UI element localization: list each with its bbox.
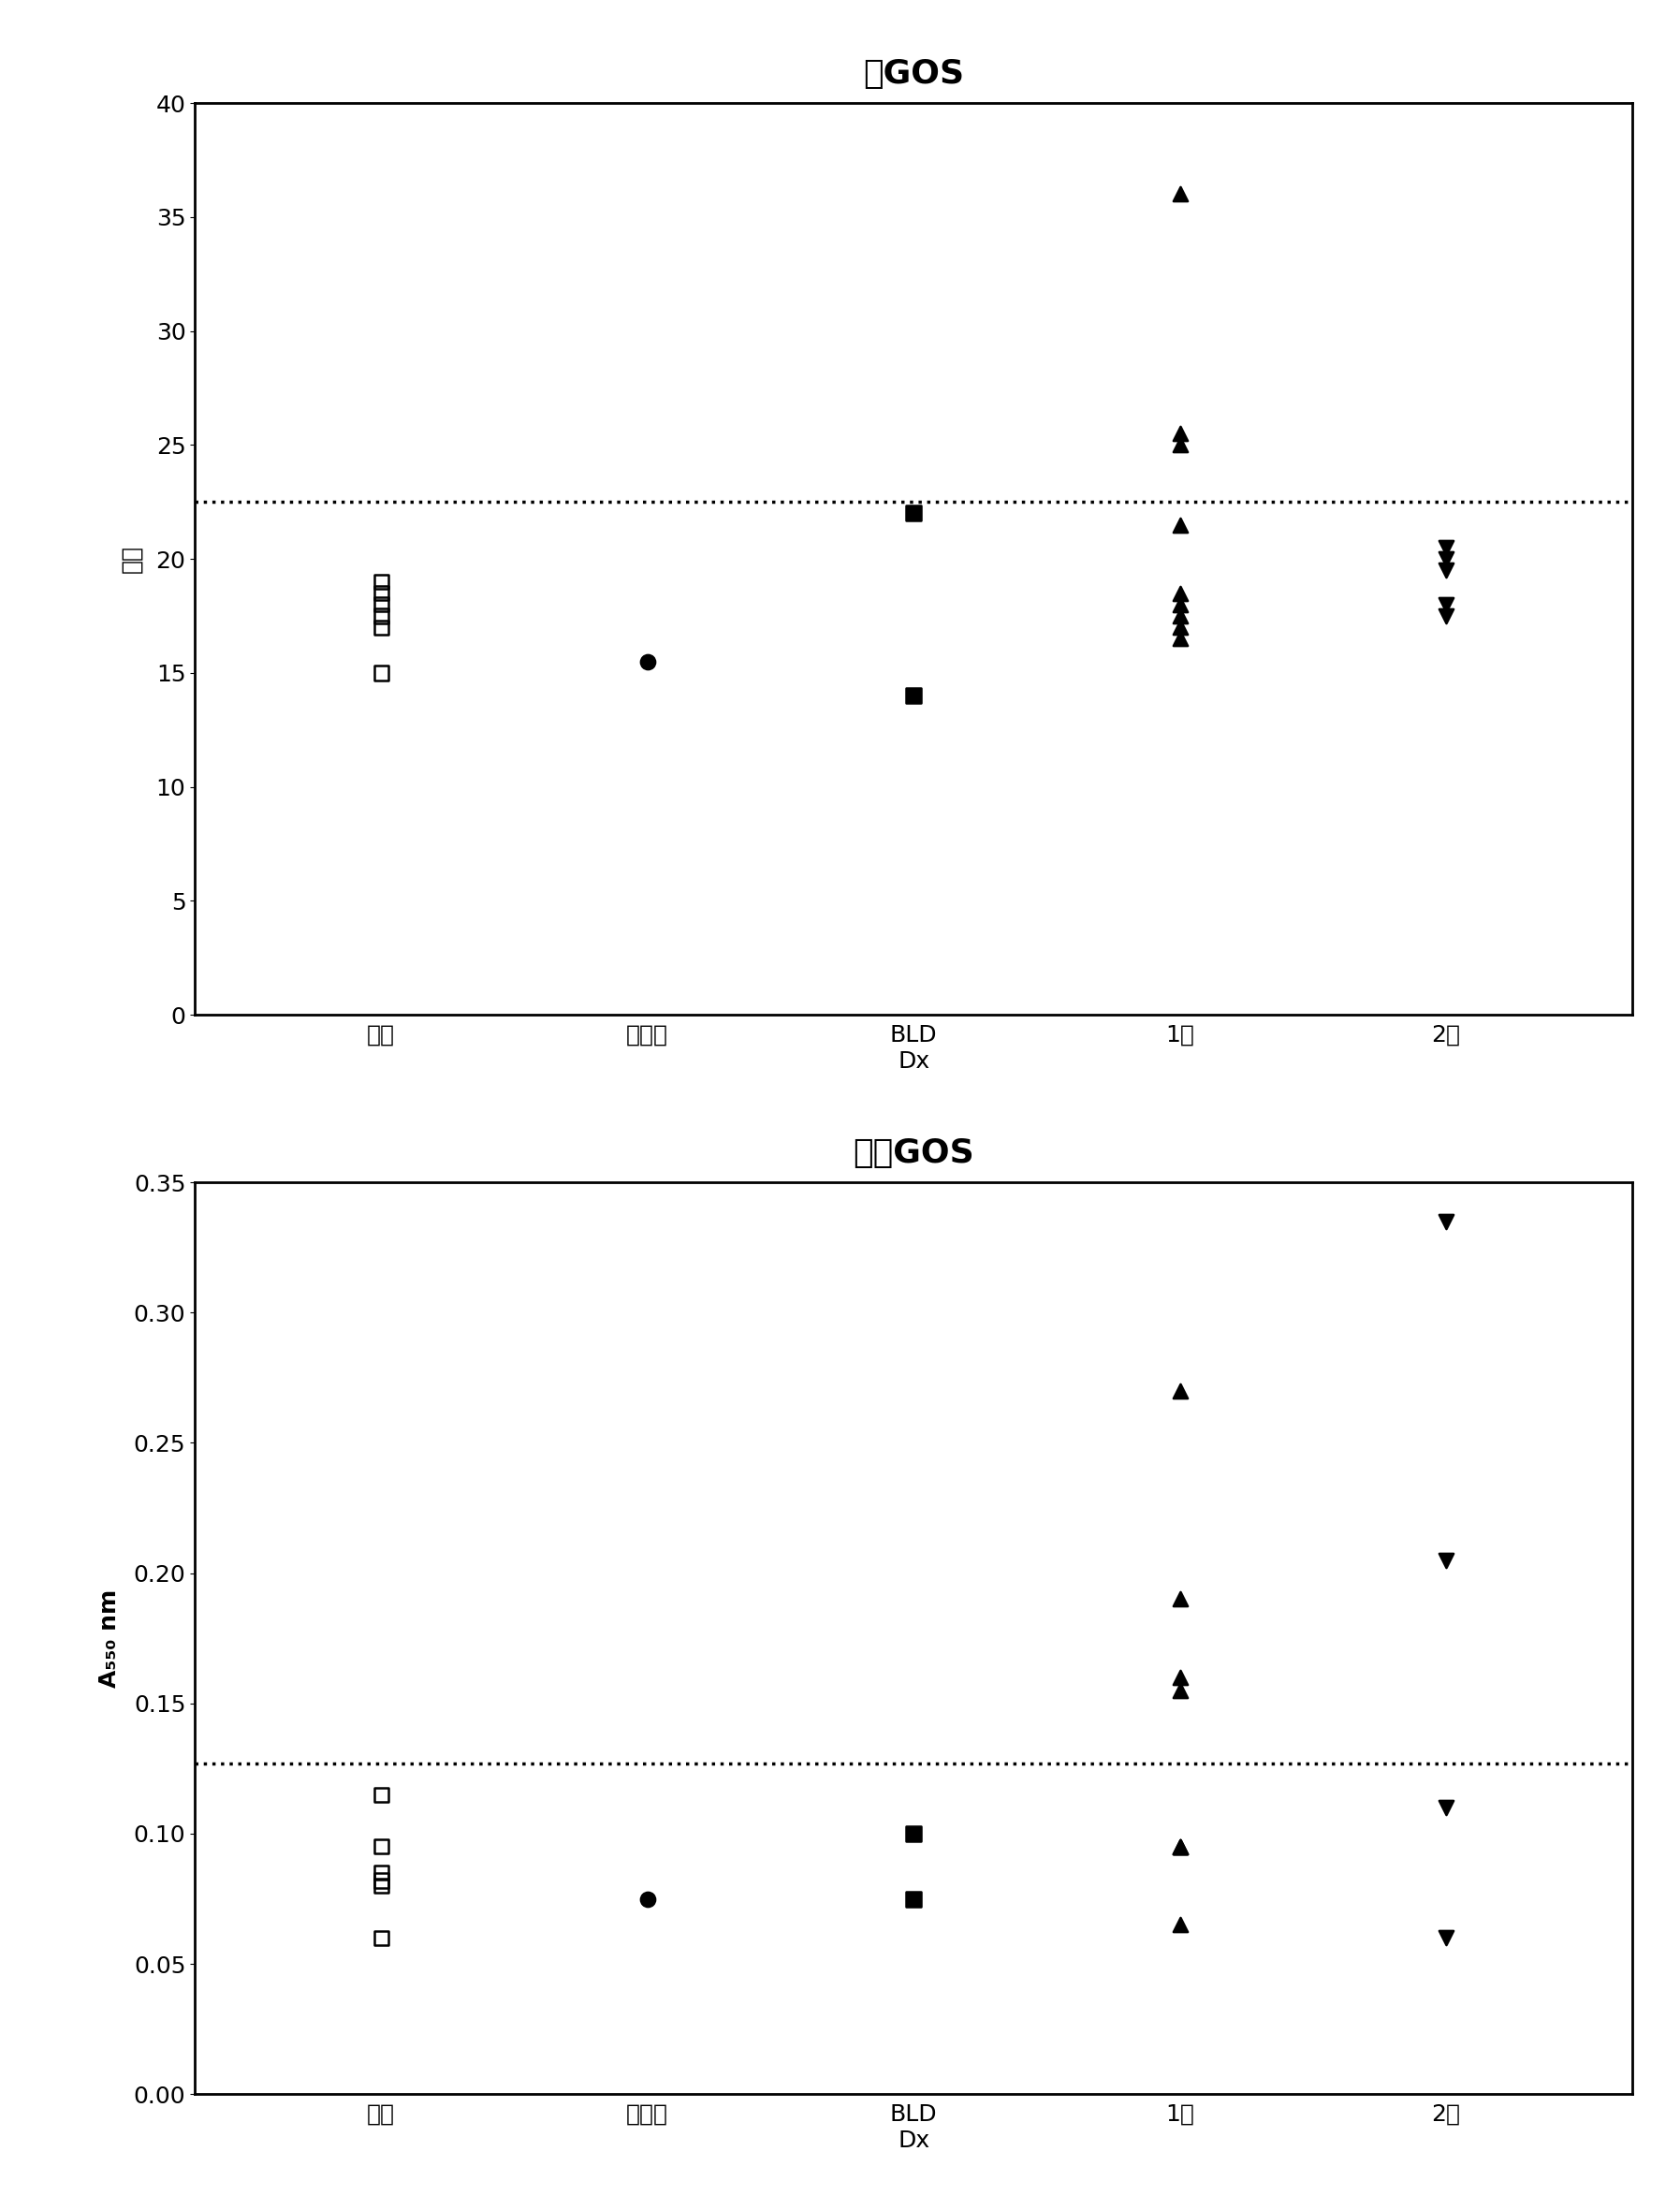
Point: [368, 1777, 395, 1812]
Point: [368, 656, 395, 692]
Point: [368, 1863, 395, 1898]
Point: [1433, 1790, 1460, 1825]
Point: [633, 1881, 660, 1916]
Point: [900, 1881, 927, 1916]
Point: [1166, 427, 1193, 462]
Point: [1166, 177, 1193, 212]
Point: [1433, 530, 1460, 566]
Point: [368, 1867, 395, 1903]
Point: [1166, 610, 1193, 645]
Point: [1166, 1830, 1193, 1865]
Y-axis label: A₅₅₀ nm: A₅₅₀ nm: [97, 1589, 121, 1688]
Point: [368, 599, 395, 634]
Y-axis label: 色度: 色度: [121, 546, 143, 572]
Point: [1433, 1920, 1460, 1956]
Title: 膜GOS: 膜GOS: [864, 57, 964, 91]
Point: [900, 495, 927, 530]
Point: [633, 643, 660, 678]
Point: [1166, 1372, 1193, 1408]
Point: [1166, 621, 1193, 656]
Point: [1166, 506, 1193, 541]
Point: [900, 1817, 927, 1852]
Point: [1166, 415, 1193, 451]
Point: [368, 1854, 395, 1890]
Point: [1433, 588, 1460, 623]
Point: [368, 610, 395, 645]
Point: [1433, 541, 1460, 577]
Point: [1166, 1673, 1193, 1708]
Point: [368, 588, 395, 623]
Point: [1166, 588, 1193, 623]
Point: [368, 575, 395, 610]
Point: [1433, 552, 1460, 588]
Point: [368, 1830, 395, 1865]
Point: [1433, 1204, 1460, 1240]
Point: [368, 1920, 395, 1956]
Point: [900, 678, 927, 714]
Point: [1166, 1830, 1193, 1865]
Point: [1166, 1907, 1193, 1943]
Point: [1433, 599, 1460, 634]
Point: [1166, 599, 1193, 634]
Title: 液相GOS: 液相GOS: [853, 1138, 974, 1169]
Point: [1166, 575, 1193, 610]
Point: [1166, 1660, 1193, 1695]
Point: [368, 564, 395, 599]
Point: [1433, 1543, 1460, 1578]
Point: [1166, 1830, 1193, 1865]
Point: [1166, 1582, 1193, 1618]
